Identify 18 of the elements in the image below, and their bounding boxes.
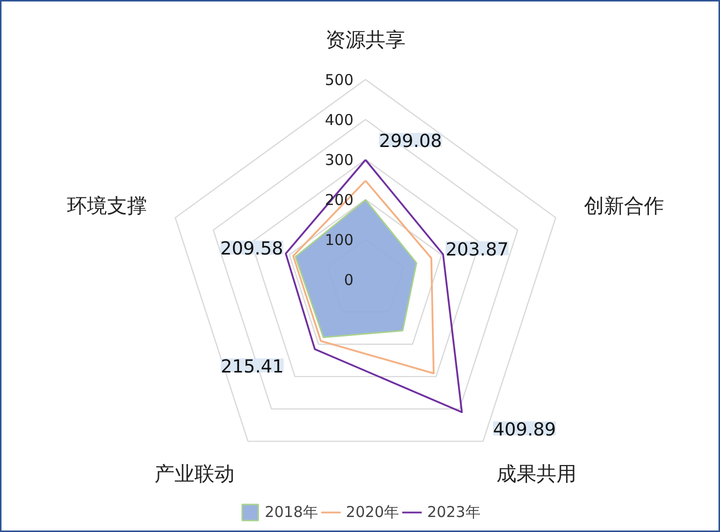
data-label: 215.41 [220,356,284,378]
data-label: 299.08 [379,130,442,152]
y-tick-label: 100 [324,231,354,249]
y-tick-label: 300 [324,151,354,169]
data-label: 209.58 [220,238,284,260]
spoke-label: 资源共享 [326,28,406,52]
spoke-label: 产业联动 [154,462,234,486]
spoke-label: 环境支撑 [67,193,148,218]
data-label: 409.89 [493,419,556,440]
data-label: 203.87 [446,239,509,260]
legend-label: 2020年 [346,502,400,522]
y-tick-label: 0 [344,271,354,289]
spoke-label: 创新合作 [584,193,664,218]
legend-label: 2018年 [264,502,318,522]
spoke-label: 成果共用 [496,462,577,486]
y-tick-label: 500 [324,71,354,89]
legend-label: 2023年 [427,502,480,522]
y-tick-label: 400 [324,111,354,129]
